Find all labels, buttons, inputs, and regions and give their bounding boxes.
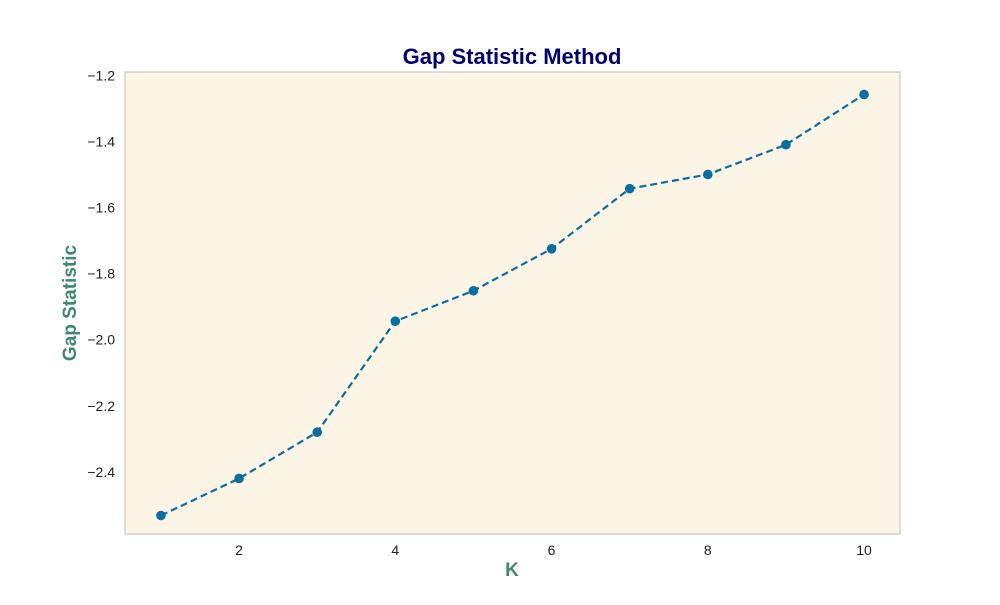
x-tick-label: 2	[235, 542, 243, 558]
x-tick-label: 10	[856, 542, 872, 558]
y-tick-label: −1.8	[87, 266, 115, 282]
data-point	[234, 473, 244, 484]
y-axis-ticks: −2.4 −2.2 −2.0 −1.8 −1.6 −1.4 −1.2	[87, 67, 115, 480]
x-tick-label: 8	[704, 542, 712, 558]
y-tick-label: −1.2	[87, 67, 115, 83]
x-axis-ticks: 2 4 6 8 10	[235, 542, 872, 558]
data-point	[312, 427, 322, 438]
y-tick-label: −1.4	[87, 133, 115, 149]
data-point	[156, 510, 166, 521]
x-tick-label: 6	[548, 542, 556, 558]
data-point	[859, 89, 869, 100]
chart-title: Gap Statistic Method	[403, 44, 622, 69]
y-tick-label: −2.0	[87, 332, 115, 348]
x-axis-label: K	[505, 560, 519, 581]
y-tick-label: −2.4	[87, 464, 115, 480]
data-point	[468, 285, 479, 296]
data-point	[390, 316, 401, 326]
series-group	[156, 89, 869, 521]
data-point	[624, 183, 635, 194]
x-tick-label: 4	[391, 542, 399, 558]
y-tick-label: −2.2	[87, 398, 115, 414]
data-point	[703, 169, 713, 180]
y-axis-label: Gap Statistic	[60, 245, 81, 362]
data-point	[546, 244, 557, 254]
plot-area	[124, 71, 901, 535]
series-line	[160, 93, 865, 517]
y-tick-label: −1.6	[87, 199, 115, 215]
data-point	[781, 139, 791, 150]
